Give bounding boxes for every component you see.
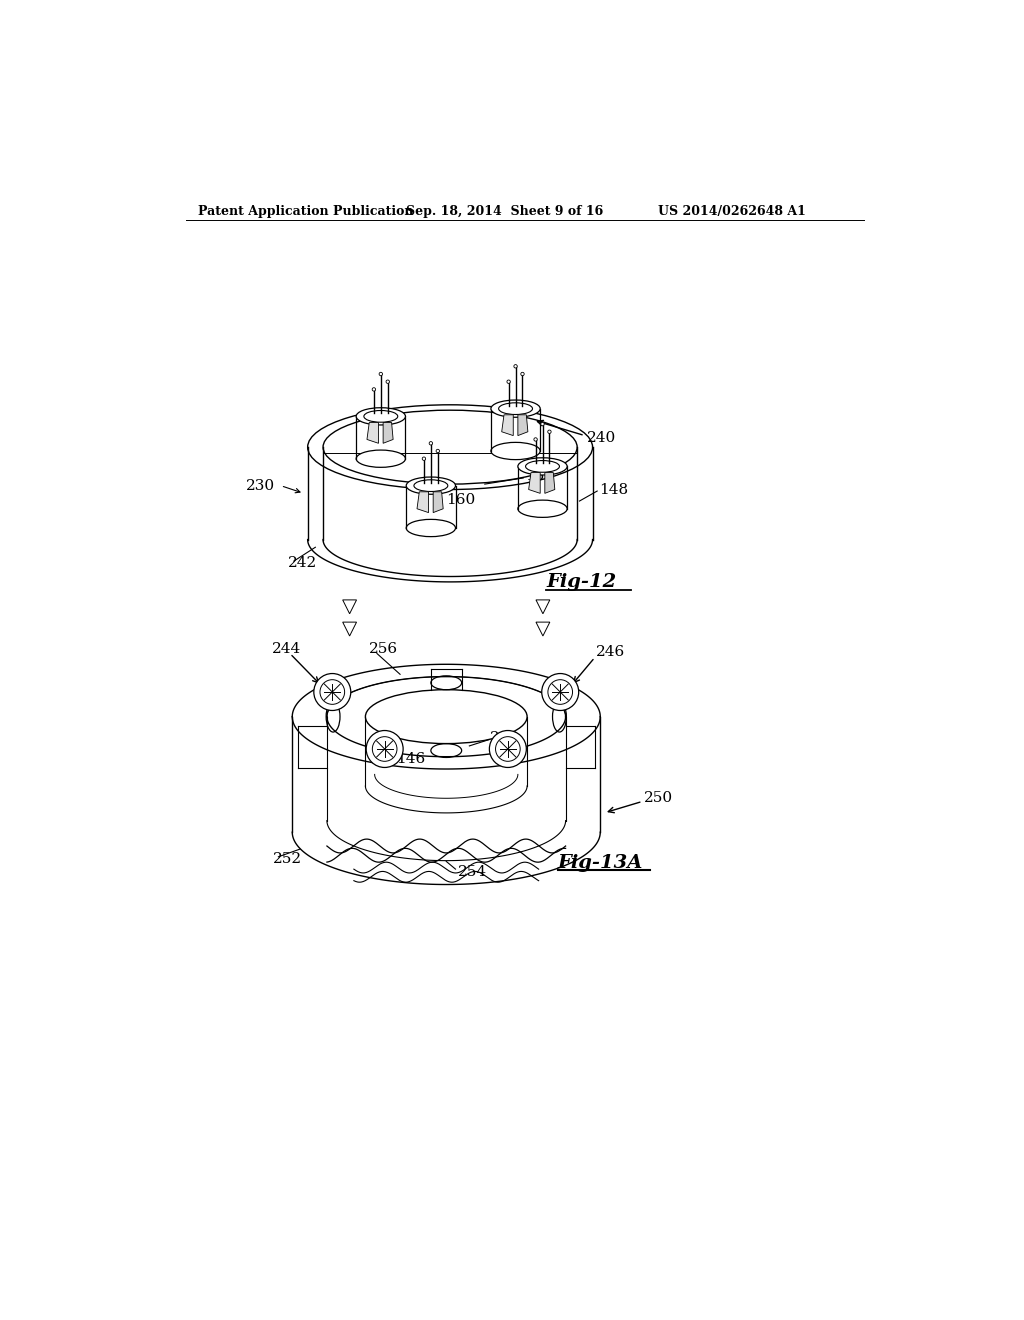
Polygon shape xyxy=(545,473,555,494)
Text: 148: 148 xyxy=(599,483,628,496)
Text: 160: 160 xyxy=(446,492,475,507)
Circle shape xyxy=(436,449,439,453)
Ellipse shape xyxy=(414,479,447,491)
Ellipse shape xyxy=(356,450,406,467)
Text: Sep. 18, 2014  Sheet 9 of 16: Sep. 18, 2014 Sheet 9 of 16 xyxy=(407,205,603,218)
Polygon shape xyxy=(528,473,541,494)
Circle shape xyxy=(507,380,510,383)
Circle shape xyxy=(496,737,520,762)
Text: Fig-12: Fig-12 xyxy=(547,573,616,591)
Text: Fig-13A: Fig-13A xyxy=(558,854,643,873)
Text: 230: 230 xyxy=(246,479,275,492)
Text: Patent Application Publication: Patent Application Publication xyxy=(199,205,414,218)
Polygon shape xyxy=(502,414,513,436)
Text: 252: 252 xyxy=(273,853,302,866)
Ellipse shape xyxy=(407,477,456,494)
Text: 256: 256 xyxy=(370,642,398,656)
Ellipse shape xyxy=(518,500,567,517)
Circle shape xyxy=(379,372,383,376)
Circle shape xyxy=(313,673,351,710)
Ellipse shape xyxy=(364,411,397,422)
Text: 246: 246 xyxy=(596,645,625,659)
Polygon shape xyxy=(518,414,528,436)
Circle shape xyxy=(367,730,403,767)
Circle shape xyxy=(514,364,517,368)
Circle shape xyxy=(489,730,526,767)
Circle shape xyxy=(386,380,389,383)
Text: 151: 151 xyxy=(524,470,554,483)
Circle shape xyxy=(422,457,426,461)
Circle shape xyxy=(319,680,345,705)
Ellipse shape xyxy=(518,458,567,475)
Circle shape xyxy=(373,737,397,762)
Text: 146: 146 xyxy=(396,752,425,766)
Ellipse shape xyxy=(490,400,541,417)
Circle shape xyxy=(372,388,376,391)
Ellipse shape xyxy=(499,403,532,414)
Text: 248: 248 xyxy=(490,731,519,746)
Text: 240: 240 xyxy=(587,430,616,445)
Circle shape xyxy=(548,430,551,433)
Ellipse shape xyxy=(525,461,559,473)
Circle shape xyxy=(534,438,538,441)
Polygon shape xyxy=(367,422,379,444)
Circle shape xyxy=(548,680,572,705)
Circle shape xyxy=(521,372,524,376)
Text: 250: 250 xyxy=(644,791,673,804)
Polygon shape xyxy=(417,492,429,512)
Circle shape xyxy=(429,442,432,445)
Text: 244: 244 xyxy=(272,642,301,656)
Polygon shape xyxy=(383,422,393,444)
Circle shape xyxy=(542,673,579,710)
Ellipse shape xyxy=(407,519,456,537)
Polygon shape xyxy=(433,492,443,512)
Ellipse shape xyxy=(356,408,406,425)
Ellipse shape xyxy=(490,442,541,459)
Text: 242: 242 xyxy=(289,556,317,570)
Text: 254: 254 xyxy=(458,865,487,879)
Text: US 2014/0262648 A1: US 2014/0262648 A1 xyxy=(658,205,806,218)
Circle shape xyxy=(541,422,544,426)
